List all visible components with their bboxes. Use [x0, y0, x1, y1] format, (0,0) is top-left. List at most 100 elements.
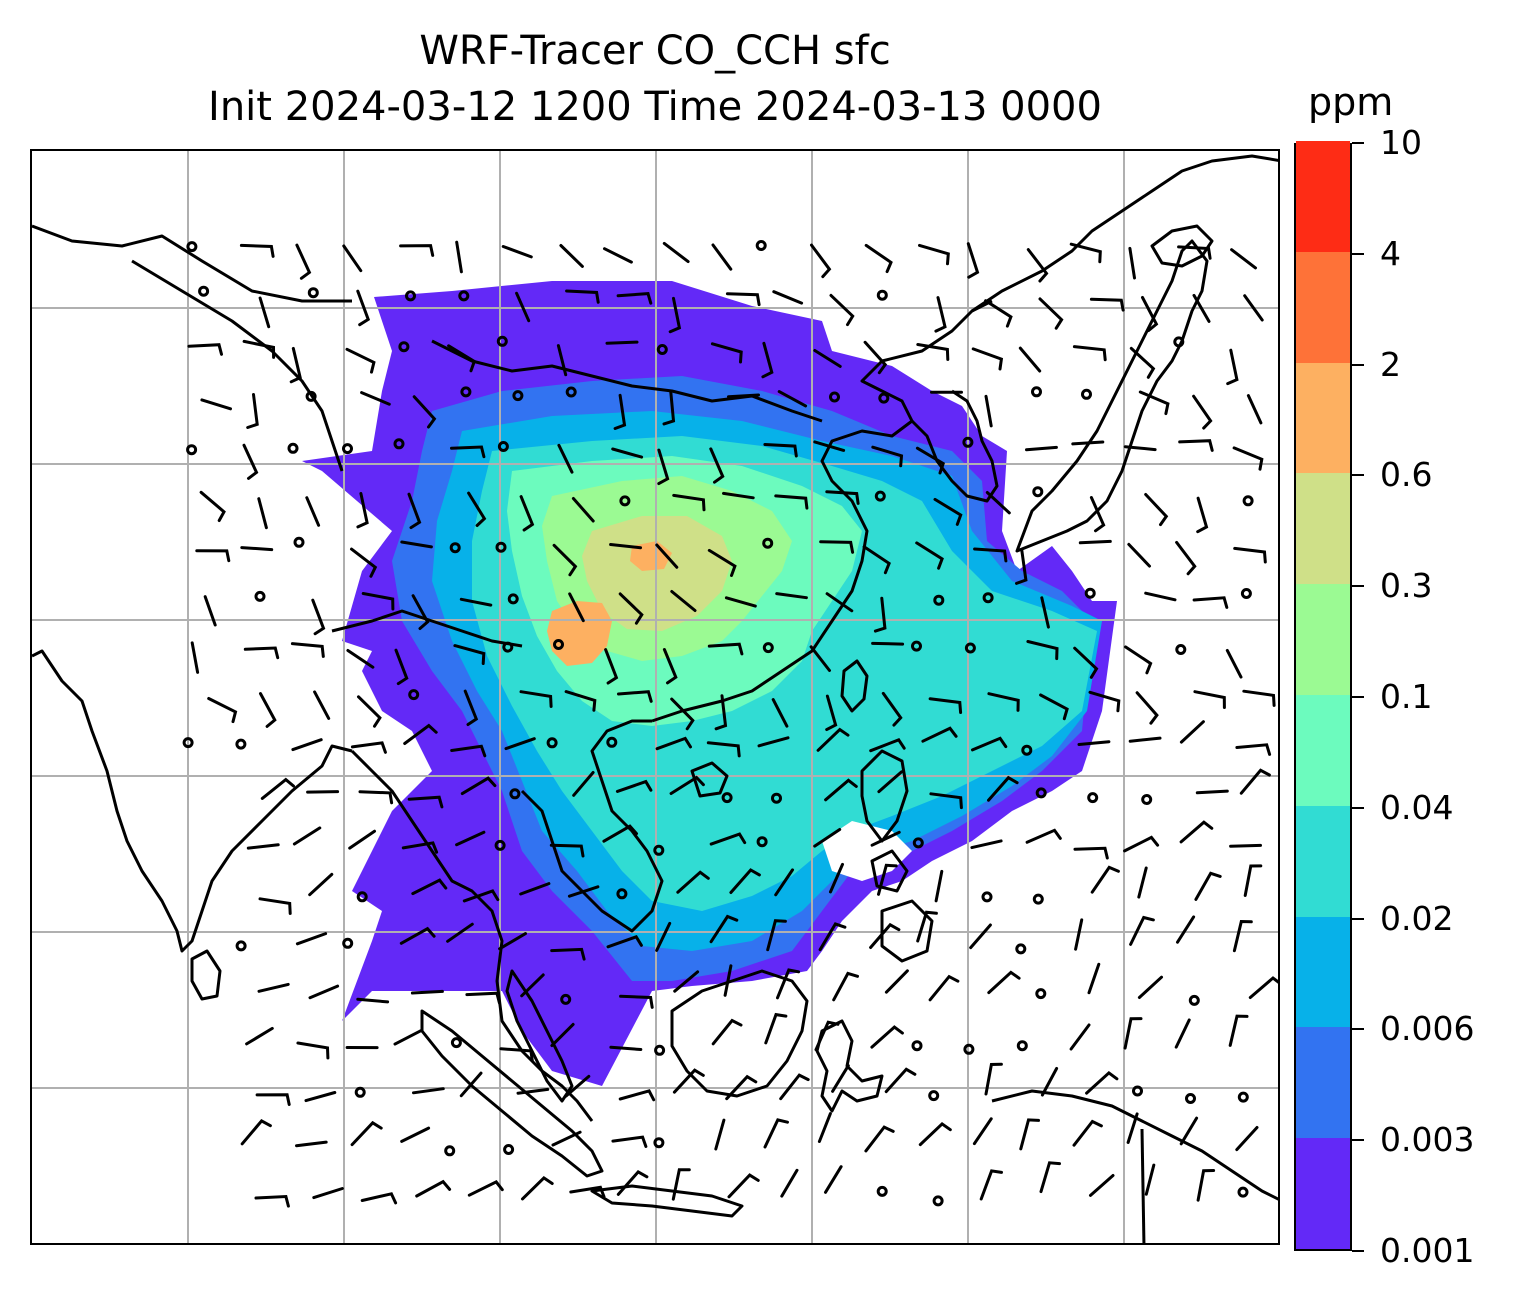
- calm-circle: [507, 593, 519, 605]
- wind-barb: [1090, 865, 1120, 894]
- wind-barb: [1087, 962, 1101, 995]
- wind-barb: [725, 292, 761, 307]
- calm-circle: [342, 937, 354, 949]
- wind-barb: [618, 592, 644, 625]
- wind-barb: [240, 1118, 272, 1146]
- wind-barb: [824, 1165, 843, 1194]
- calm-circle: [356, 891, 368, 903]
- calm-circle: [1141, 794, 1153, 805]
- wind-barb: [763, 1118, 789, 1149]
- wind-barb: [552, 543, 578, 577]
- wind-barb: [259, 692, 277, 728]
- wind-barb: [190, 641, 200, 674]
- wind-barb: [676, 870, 710, 894]
- wind-barb: [724, 596, 757, 608]
- calm-circle: [1035, 787, 1047, 799]
- calm-circle: [606, 736, 618, 748]
- wind-barb: [772, 290, 804, 305]
- graticule: [32, 151, 1278, 1243]
- wind-barb: [662, 648, 678, 685]
- wind-barb: [207, 697, 238, 724]
- wind-barb: [568, 592, 585, 623]
- wind-barb: [727, 1173, 760, 1199]
- wind-barb: [498, 932, 527, 951]
- wind-barb: [764, 1012, 788, 1045]
- wind-barb: [884, 1067, 917, 1094]
- wind-barb: [350, 547, 378, 578]
- calm-circle: [619, 495, 631, 507]
- wind-barb: [243, 646, 280, 660]
- wind-barb: [766, 919, 787, 952]
- colorbar-tick-label: 0.1: [1380, 677, 1433, 716]
- wind-barb: [869, 737, 906, 753]
- wind-barb: [1196, 496, 1209, 534]
- calm-circle: [771, 792, 782, 804]
- wind-barb: [984, 394, 993, 428]
- wind-barb: [1069, 1023, 1091, 1051]
- calm-circle: [762, 642, 774, 654]
- wind-barb: [394, 648, 409, 686]
- wind-barb: [345, 347, 376, 374]
- wind-barb: [1089, 297, 1125, 312]
- wind-barb: [348, 829, 376, 850]
- colorbar-tick: [1352, 696, 1364, 698]
- wind-barb: [1175, 540, 1197, 576]
- wind-barb: [295, 1140, 328, 1148]
- wind-barb: [550, 947, 586, 961]
- wind-barb: [1138, 390, 1170, 416]
- calm-circle: [458, 290, 470, 302]
- wind-barb: [465, 991, 501, 1005]
- wind-barb: [1243, 864, 1263, 897]
- wind-barb: [972, 1117, 993, 1146]
- colorbar-tick: [1352, 363, 1364, 366]
- calm-circle: [502, 641, 514, 653]
- wind-barb: [199, 490, 226, 522]
- wind-barb: [1179, 720, 1205, 744]
- wind-barb: [934, 296, 947, 333]
- wind-barb: [611, 1135, 648, 1148]
- wind-barb: [1040, 596, 1050, 629]
- wind-barb: [346, 649, 375, 669]
- calm-circle: [512, 390, 524, 402]
- wind-barb: [776, 968, 801, 1000]
- wind-barb: [606, 934, 643, 949]
- wind-barb: [831, 1064, 850, 1093]
- wind-barb: [1225, 648, 1243, 679]
- border-north: [32, 224, 352, 303]
- wind-barb: [550, 1022, 575, 1048]
- wind-barb: [877, 863, 898, 896]
- wind-barb: [255, 1093, 291, 1106]
- wind-barb: [1026, 248, 1049, 283]
- wind-barb: [1072, 1119, 1103, 1147]
- wind-barb: [295, 932, 328, 946]
- colorbar-tick: [1352, 474, 1364, 477]
- wind-barb: [350, 1120, 383, 1147]
- wind-barb: [1040, 1067, 1059, 1097]
- coastline-indochina: [520, 719, 664, 933]
- colorbar-tick-label: 0.001: [1380, 1231, 1475, 1270]
- wind-barb: [727, 393, 760, 399]
- wind-barb: [401, 841, 439, 854]
- calm-circle: [1032, 893, 1044, 905]
- wind-barb: [311, 598, 326, 636]
- wind-barb: [291, 738, 323, 752]
- wind-barb: [571, 497, 595, 523]
- wind-barb: [257, 497, 268, 530]
- wind-barb: [809, 645, 831, 672]
- wind-barb: [1025, 445, 1058, 452]
- colorbar-tick: [1352, 142, 1364, 144]
- wind-barb: [829, 862, 844, 894]
- colorbar-tick-label: 0.02: [1380, 898, 1454, 938]
- wind-barb: [605, 340, 639, 345]
- wind-barb: [1018, 346, 1042, 373]
- wind-barb: [246, 393, 259, 429]
- calm-circle: [1031, 386, 1042, 398]
- wind-barb: [1192, 596, 1229, 609]
- coastline-visayas: [870, 849, 909, 893]
- wind-barb: [613, 393, 627, 430]
- wind-barb: [869, 922, 901, 949]
- wind-barb: [987, 970, 1021, 995]
- wind-barb: [706, 741, 741, 758]
- calm-circle: [933, 594, 945, 606]
- calm-circle: [1188, 994, 1200, 1006]
